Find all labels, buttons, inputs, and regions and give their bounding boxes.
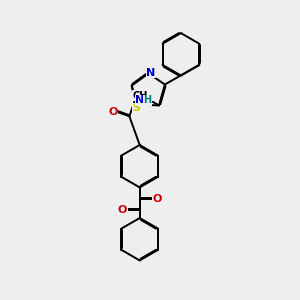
Text: O: O	[118, 205, 127, 215]
Text: O: O	[152, 194, 162, 204]
Text: N: N	[146, 68, 155, 78]
Text: CH₃: CH₃	[133, 91, 152, 101]
Text: S: S	[133, 103, 141, 113]
Text: N: N	[135, 95, 145, 105]
Text: O: O	[108, 107, 118, 117]
Text: H: H	[144, 95, 152, 105]
